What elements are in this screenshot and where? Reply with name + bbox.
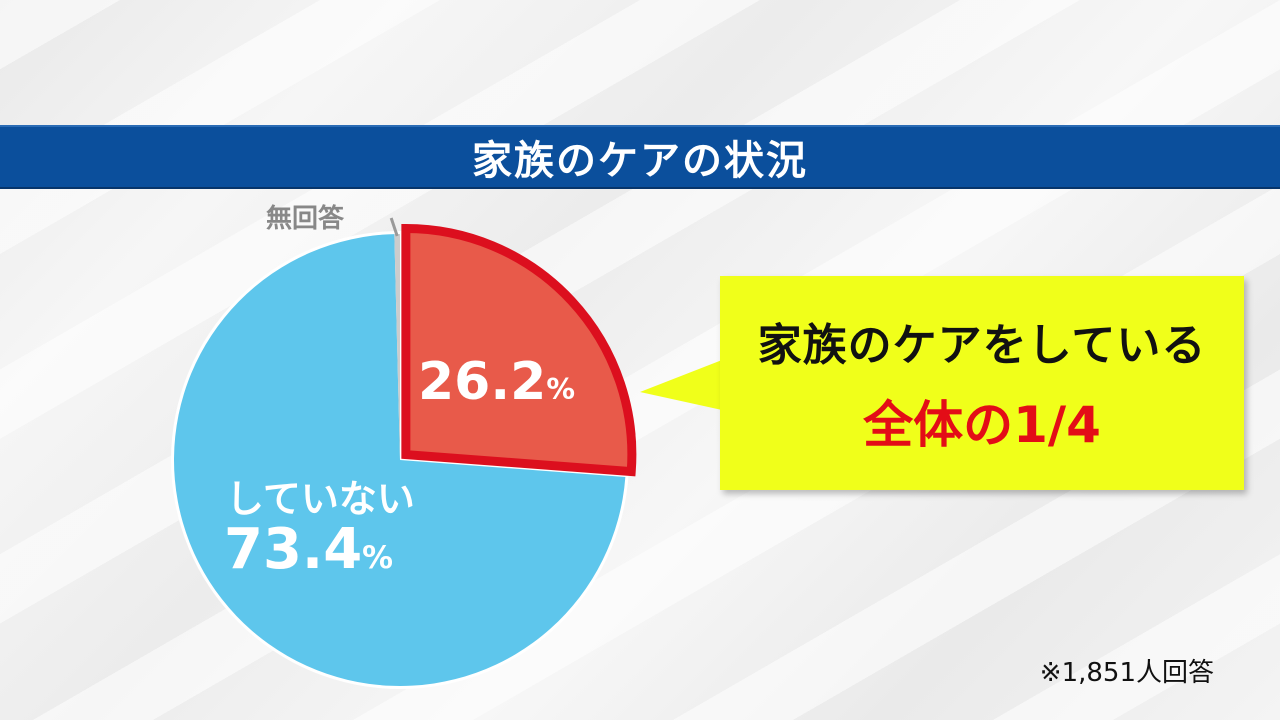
title-bar: 家族のケアの状況 <box>0 125 1280 189</box>
slice-label-not-caring-value: 73.4% <box>224 517 394 582</box>
slice-not-caring <box>174 234 626 686</box>
callout-line2: 全体の1/4 <box>863 396 1101 454</box>
slice-no-answer <box>394 234 400 460</box>
chart-title: 家族のケアの状況 <box>472 138 808 184</box>
callout-line1: 家族のケアをしている <box>757 320 1207 371</box>
no-answer-leader-line <box>389 217 399 237</box>
callout-pointer <box>640 360 722 410</box>
slice-label-not-caring-text: していない <box>226 477 415 521</box>
callout-box: 家族のケアをしている 全体の1/4 <box>720 276 1244 490</box>
slice-caring <box>401 224 637 477</box>
slice-label-no-answer: 無回答 <box>266 204 345 234</box>
slice-label-caring: 26.2% <box>418 352 575 412</box>
respondent-note: ※1,851人回答 <box>1039 658 1214 688</box>
